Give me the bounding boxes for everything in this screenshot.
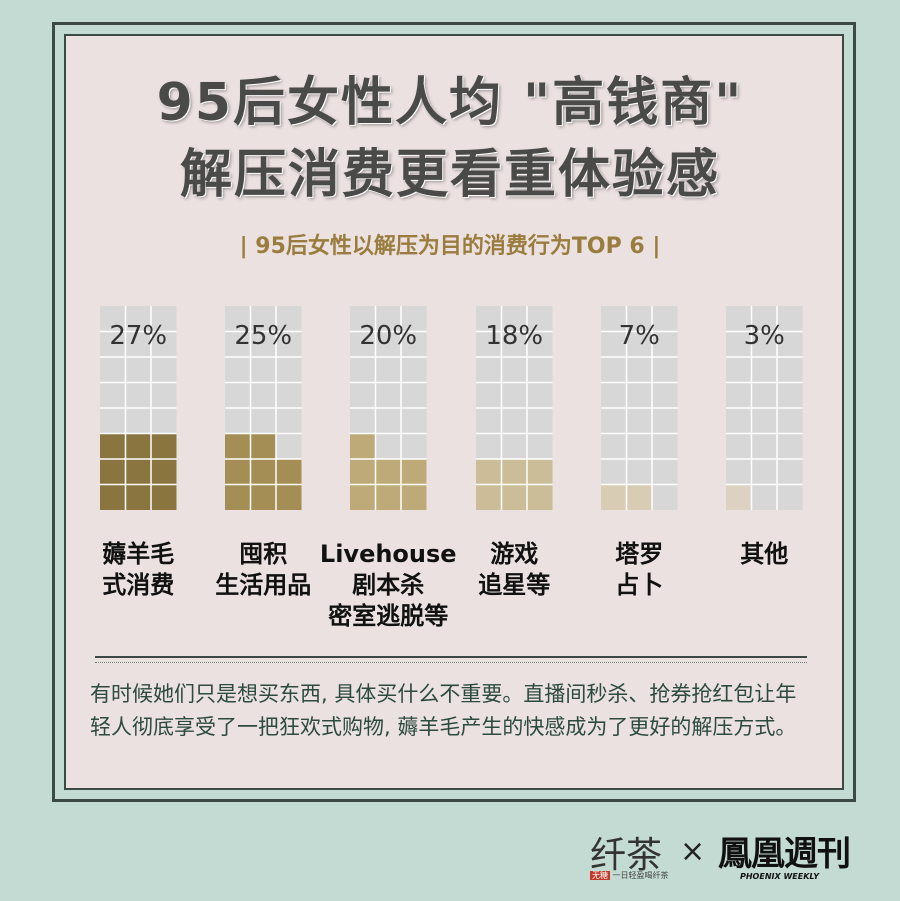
bar-cell bbox=[350, 484, 376, 510]
category-label: 追星等 bbox=[478, 571, 550, 599]
bar-cell bbox=[125, 433, 151, 459]
brand-tag-text: 一日轻盈喝纤茶 bbox=[612, 871, 669, 880]
bar-cell bbox=[151, 459, 177, 485]
bar-cell bbox=[250, 484, 276, 510]
outer-frame bbox=[52, 22, 856, 802]
category-label: 剧本杀 bbox=[352, 571, 424, 599]
brand-phoenix-subtitle: PHOENIX WEEKLY bbox=[740, 872, 820, 881]
brand-xiancha-logo: 纤茶 bbox=[590, 835, 663, 876]
bar-cell bbox=[151, 484, 177, 510]
category-label: 薅羊毛 bbox=[102, 540, 174, 568]
bar-cell bbox=[501, 484, 527, 510]
bar-cell bbox=[225, 459, 251, 485]
bar-cell bbox=[527, 484, 553, 510]
bar-cell bbox=[250, 433, 276, 459]
title-line-1: 95后女性人均 "高钱商" bbox=[156, 73, 744, 133]
data-label: 3% bbox=[744, 321, 785, 351]
bar-cell bbox=[225, 484, 251, 510]
inner-frame bbox=[64, 34, 844, 790]
bar-cell bbox=[501, 459, 527, 485]
data-label: 25% bbox=[234, 321, 292, 351]
bar-cell bbox=[401, 459, 427, 485]
bar-cell bbox=[125, 484, 151, 510]
data-label: 27% bbox=[109, 321, 167, 351]
bar-cell bbox=[276, 459, 302, 485]
data-label: 7% bbox=[619, 321, 660, 351]
bar-cell bbox=[476, 484, 502, 510]
chart-title: | 95后女性以解压为目的消费行为TOP 6 | bbox=[239, 234, 661, 259]
brand-xiancha-tagline: 无糖 一日轻盈喝纤茶 bbox=[590, 870, 669, 881]
bar-cell bbox=[125, 459, 151, 485]
category-label: 其他 bbox=[740, 540, 788, 568]
bar-cell bbox=[375, 484, 401, 510]
footer-brands: 纤茶 无糖 一日轻盈喝纤茶 × 鳳凰週刊 PHOENIX WEEKLY bbox=[590, 826, 860, 886]
bar-cell bbox=[476, 459, 502, 485]
category-label: 游戏 bbox=[490, 540, 538, 568]
brand-tag-badge: 无糖 bbox=[590, 871, 610, 880]
bar-cell bbox=[100, 433, 126, 459]
category-label: 囤积 bbox=[239, 540, 287, 568]
bar-cell bbox=[250, 459, 276, 485]
divider-dots bbox=[95, 662, 807, 663]
category-label: 占卜 bbox=[615, 571, 663, 599]
bar-cell bbox=[151, 433, 177, 459]
bar-cell bbox=[726, 484, 752, 510]
data-label: 20% bbox=[359, 321, 417, 351]
category-label: 密室逃脱等 bbox=[328, 602, 448, 630]
bar-cell bbox=[350, 459, 376, 485]
divider bbox=[95, 656, 807, 658]
category-label: Livehouse bbox=[320, 540, 457, 568]
bar-cell bbox=[350, 433, 376, 459]
body-text: 有时候她们只是想买东西, 具体买什么不重要。直播间秒杀、抢券抢红包让年轻人彻底享… bbox=[90, 682, 797, 739]
bar-5: 3% 其他 bbox=[726, 306, 803, 568]
data-label: 18% bbox=[485, 321, 543, 351]
bar-cell bbox=[626, 484, 652, 510]
bar-cell bbox=[276, 484, 302, 510]
bar-cell bbox=[100, 459, 126, 485]
category-label: 塔罗 bbox=[615, 540, 663, 568]
bar-cell bbox=[527, 459, 553, 485]
bar-cell bbox=[601, 484, 627, 510]
category-label: 式消费 bbox=[102, 571, 174, 599]
brand-phoenix-logo: 鳳凰週刊 bbox=[718, 834, 851, 874]
collab-times-icon: × bbox=[680, 834, 706, 869]
bar-cell bbox=[225, 433, 251, 459]
bar-cell bbox=[401, 484, 427, 510]
bar-cell bbox=[375, 459, 401, 485]
category-label: 生活用品 bbox=[215, 571, 311, 599]
bar-cell bbox=[100, 484, 126, 510]
title-line-2: 解压消费更看重体验感 bbox=[179, 145, 720, 205]
